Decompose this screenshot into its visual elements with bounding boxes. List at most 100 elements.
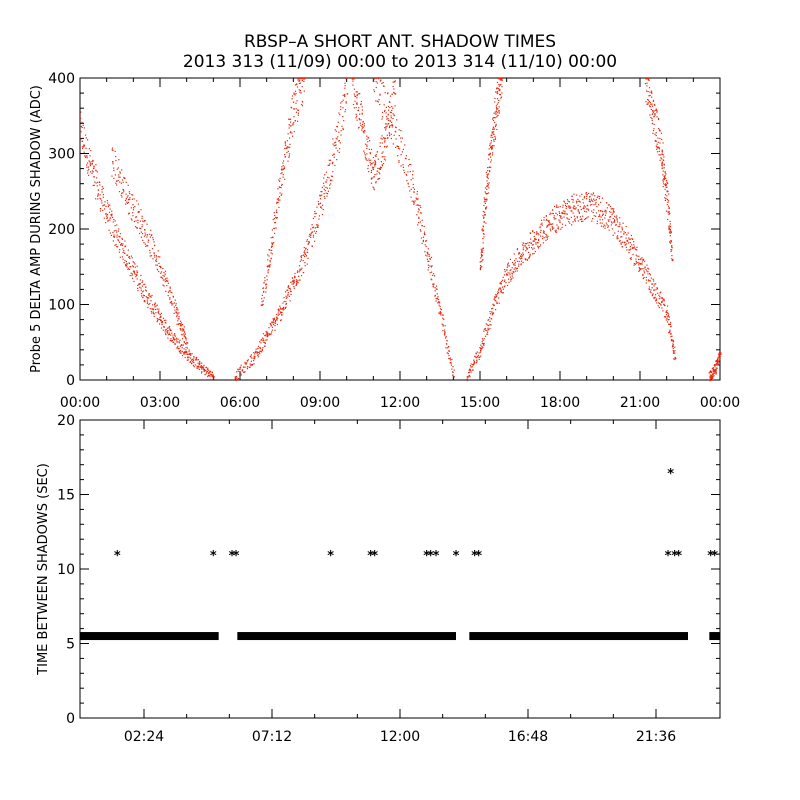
data-point xyxy=(251,357,253,359)
data-point xyxy=(451,358,453,361)
data-point xyxy=(329,159,332,161)
data-point xyxy=(119,256,121,258)
data-point xyxy=(277,314,279,316)
series-4 xyxy=(260,78,306,306)
baseline-band xyxy=(469,632,688,641)
data-point xyxy=(595,202,597,204)
data-point xyxy=(480,257,482,259)
data-point xyxy=(587,209,590,211)
data-point xyxy=(390,111,392,114)
data-point xyxy=(125,245,127,247)
series-7 xyxy=(466,192,677,382)
data-point xyxy=(481,338,484,340)
data-point xyxy=(487,158,490,160)
data-point xyxy=(643,268,645,270)
data-point xyxy=(165,290,167,292)
data-point xyxy=(372,186,374,188)
data-point xyxy=(439,302,441,304)
data-point xyxy=(623,233,625,235)
data-point xyxy=(305,255,308,257)
data-point xyxy=(181,324,183,326)
data-point xyxy=(188,353,190,355)
data-point xyxy=(132,277,134,279)
data-point xyxy=(261,348,263,350)
data-point xyxy=(127,201,130,203)
data-point xyxy=(198,368,200,370)
data-point xyxy=(117,240,119,242)
data-point xyxy=(139,286,141,288)
data-point xyxy=(177,338,179,340)
data-point xyxy=(294,120,296,122)
outlier-point: * xyxy=(711,549,718,564)
data-point xyxy=(195,357,197,359)
data-point xyxy=(494,296,496,298)
data-point xyxy=(587,208,589,210)
y-tick-label: 5 xyxy=(66,637,75,653)
data-point xyxy=(479,347,481,349)
data-point xyxy=(281,308,283,310)
data-point xyxy=(634,248,636,250)
data-point xyxy=(444,331,446,333)
data-point xyxy=(183,341,185,343)
data-point xyxy=(116,246,118,248)
data-point xyxy=(368,148,370,150)
data-point xyxy=(496,294,498,296)
data-point xyxy=(518,252,520,254)
data-point xyxy=(274,222,277,224)
data-point xyxy=(525,243,528,245)
data-point xyxy=(113,236,115,238)
data-point xyxy=(178,350,180,352)
data-point xyxy=(101,202,103,204)
data-point xyxy=(168,327,170,329)
data-point xyxy=(94,181,96,183)
data-point xyxy=(402,164,404,166)
data-point xyxy=(539,245,541,248)
data-point xyxy=(360,100,362,103)
data-point xyxy=(503,286,505,288)
data-point xyxy=(418,222,420,224)
x-tick-label: 12:00 xyxy=(380,395,420,411)
data-point xyxy=(665,183,667,185)
data-point xyxy=(122,181,124,183)
data-point xyxy=(596,196,598,199)
data-point xyxy=(300,259,302,261)
data-point xyxy=(640,268,642,270)
data-point xyxy=(488,182,490,184)
data-point xyxy=(289,287,291,289)
data-point xyxy=(669,220,671,222)
data-point xyxy=(122,192,124,194)
data-point xyxy=(481,347,483,349)
data-point xyxy=(539,231,542,233)
data-point xyxy=(178,341,180,343)
data-point xyxy=(396,145,398,147)
data-point xyxy=(534,251,536,253)
data-point xyxy=(162,279,164,281)
data-point xyxy=(600,216,602,218)
data-point xyxy=(501,96,503,98)
data-point-anchor xyxy=(362,130,365,133)
data-point xyxy=(105,205,107,207)
data-point xyxy=(331,179,333,181)
data-point xyxy=(591,200,593,202)
data-point xyxy=(295,280,297,282)
data-point xyxy=(196,367,198,369)
data-point xyxy=(342,94,344,96)
data-point xyxy=(484,199,486,201)
data-point xyxy=(298,271,300,273)
data-point xyxy=(363,150,365,152)
data-point xyxy=(197,367,199,369)
data-point xyxy=(368,171,370,173)
data-point xyxy=(378,99,380,101)
data-point xyxy=(133,280,135,283)
data-point xyxy=(163,272,165,274)
data-point xyxy=(190,354,192,356)
data-point xyxy=(392,107,394,109)
data-point xyxy=(520,253,523,256)
data-point xyxy=(410,188,412,190)
data-point xyxy=(125,265,127,267)
data-point xyxy=(667,315,670,317)
data-point-anchor xyxy=(320,206,322,208)
outlier-point: * xyxy=(327,549,334,564)
data-point xyxy=(494,121,496,123)
data-point xyxy=(273,218,275,220)
